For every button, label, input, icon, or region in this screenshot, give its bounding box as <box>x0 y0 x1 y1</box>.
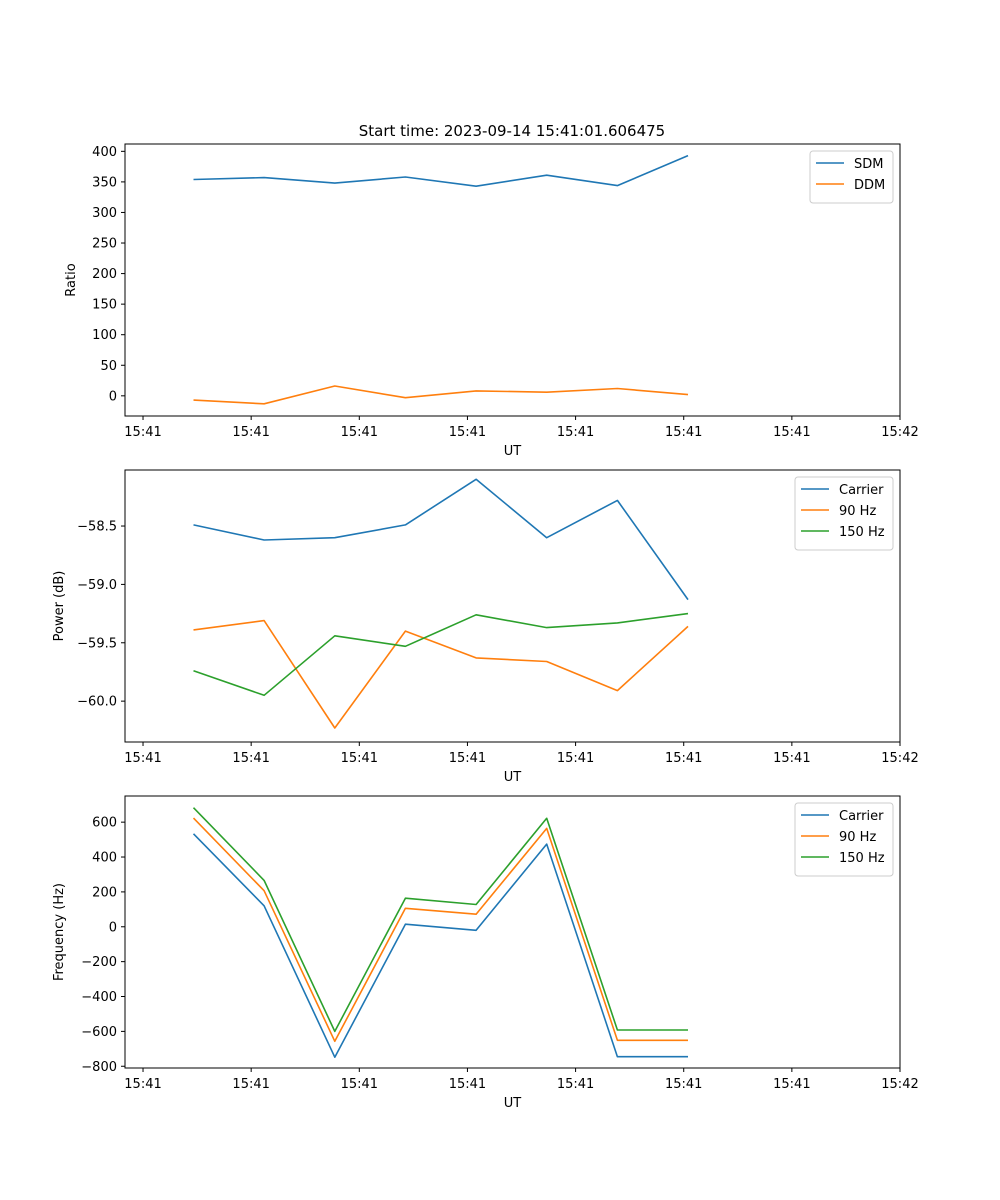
panel-2-series-150-hz-line <box>193 612 689 697</box>
panel-1-y-tick-label: 250 <box>92 237 117 252</box>
panel-3-axes-frame <box>124 795 901 1069</box>
panel-3-y-tick-label: −800 <box>81 1060 117 1075</box>
panel-3-x-tick-label: 15:41 <box>665 1077 702 1092</box>
panel-1-y-tick-label: 300 <box>92 206 117 221</box>
panel-2-y-tick-label: −59.0 <box>77 578 117 593</box>
panel-3-series-carrier-line <box>192 833 688 1058</box>
panel-1-x-tick-label: 15:41 <box>557 425 594 440</box>
panel-2: 15:41 15:41 15:41 15:41 15:41 15:41 15:41 15:42… <box>52 469 919 785</box>
panel-2-x-tick-label: 15:41 <box>341 751 378 766</box>
figure-title: Start time: 2023-09-14 15:41:01.606475 <box>359 122 665 140</box>
panel-2-axes-frame <box>124 469 901 743</box>
panel-3-y-tick-label: 600 <box>92 816 117 831</box>
panel-3-series-150-hz-line <box>192 807 688 1033</box>
panels: 15:41 15:41 15:41 15:41 15:41 15:41 15:41 15:42… <box>52 143 919 1111</box>
panel-2-y-tick-label: −58.5 <box>77 520 117 535</box>
panel-1-x-tick-label: 15:41 <box>773 425 810 440</box>
panel-2-x-tick-label: 15:41 <box>124 751 161 766</box>
panel-2-x-tick-label: 15:42 <box>881 751 918 766</box>
panel-1-legend: SDM DDM <box>809 150 894 204</box>
panel-1-y-tick-label: 200 <box>92 267 117 282</box>
panel-3-x-tick-label: 15:41 <box>232 1077 269 1092</box>
panel-1-y-tick-label: 0 <box>109 389 117 404</box>
panel-1: 15:41 15:41 15:41 15:41 15:41 15:41 15:41 15:42… <box>64 143 919 459</box>
panel-1-x-axis-label: UT <box>504 444 522 459</box>
legend-label-ddm: DDM <box>854 178 885 193</box>
panel-1-y-axis-label: Ratio <box>64 263 79 296</box>
panel-1-series-ddm-line <box>193 385 689 405</box>
panel-3-x-tick-label: 15:41 <box>557 1077 594 1092</box>
panel-3-series-90-hz-line <box>192 817 688 1043</box>
panel-3-y-tick-label: 0 <box>109 920 117 935</box>
panel-3-x-tick-label: 15:41 <box>124 1077 161 1092</box>
panel-1-y-tick-label: 50 <box>100 359 117 374</box>
panel-3-x-tick-label: 15:42 <box>881 1077 918 1092</box>
legend-label-90-hz: 90 Hz <box>839 830 876 845</box>
panel-1-y-tick-label: 100 <box>92 328 117 343</box>
panel-3-x-tick-label: 15:41 <box>341 1077 378 1092</box>
legend-frame <box>809 150 894 204</box>
panel-1-y-tick-label: 350 <box>92 175 117 190</box>
legend-label-90-hz: 90 Hz <box>839 504 876 519</box>
panel-2-x-tick-label: 15:41 <box>232 751 269 766</box>
panel-2-x-tick-label: 15:41 <box>449 751 486 766</box>
panel-2-y-tick-label: −60.0 <box>77 695 117 710</box>
panel-2-y-tick-label: −59.5 <box>77 636 117 651</box>
legend-label-carrier: Carrier <box>839 483 884 498</box>
panel-1-x-tick-label: 15:41 <box>232 425 269 440</box>
legend-label-sdm: SDM <box>854 157 883 172</box>
panel-2-x-tick-label: 15:41 <box>773 751 810 766</box>
panel-2-series-90-hz-line <box>193 619 689 729</box>
legend-label-carrier: Carrier <box>839 809 884 824</box>
panel-3-y-tick-label: −400 <box>81 990 117 1005</box>
panel-3-y-tick-label: 200 <box>92 885 117 900</box>
panel-2-series-carrier-line <box>193 478 689 601</box>
panel-3-x-tick-label: 15:41 <box>449 1077 486 1092</box>
panel-2-legend: Carrier 90 Hz 150 Hz <box>794 476 894 551</box>
panel-3-x-axis-label: UT <box>504 1096 522 1111</box>
panel-1-x-tick-label: 15:41 <box>124 425 161 440</box>
panel-3-x-tick-label: 15:41 <box>773 1077 810 1092</box>
panel-1-x-tick-label: 15:42 <box>881 425 918 440</box>
panel-3-legend: Carrier 90 Hz 150 Hz <box>794 802 894 877</box>
panel-2-x-tick-label: 15:41 <box>665 751 702 766</box>
panel-1-y-tick-label: 150 <box>92 298 117 313</box>
panel-3-y-tick-label: −600 <box>81 1025 117 1040</box>
legend-label-150-hz: 150 Hz <box>839 525 885 540</box>
panel-3-y-tick-label: 400 <box>92 851 117 866</box>
panel-3: 15:41 15:41 15:41 15:41 15:41 15:41 15:41 15:42… <box>52 795 919 1111</box>
panel-2-y-axis-label: Power (dB) <box>52 571 67 642</box>
panel-1-series-sdm-line <box>193 154 689 187</box>
panel-1-axes-frame <box>124 143 901 417</box>
panel-2-x-axis-label: UT <box>504 770 522 785</box>
panel-3-y-tick-label: −200 <box>81 955 117 970</box>
panel-1-y-tick-label: 400 <box>92 145 117 160</box>
panel-3-y-axis-label: Frequency (Hz) <box>52 883 67 981</box>
panel-1-x-tick-label: 15:41 <box>449 425 486 440</box>
panel-1-x-tick-label: 15:41 <box>341 425 378 440</box>
panel-1-x-tick-label: 15:41 <box>665 425 702 440</box>
legend-label-150-hz: 150 Hz <box>839 851 885 866</box>
panel-2-x-tick-label: 15:41 <box>557 751 594 766</box>
